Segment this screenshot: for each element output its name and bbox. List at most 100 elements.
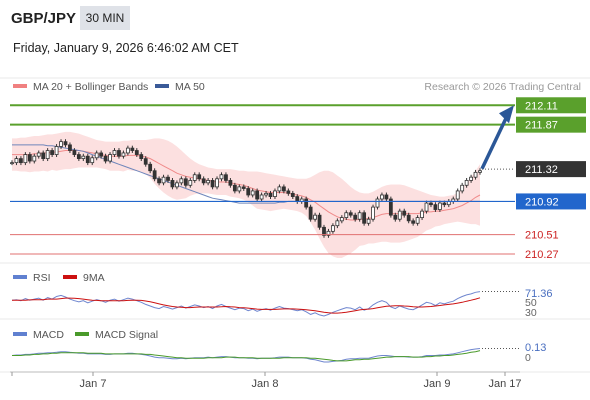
candle-body-55: [255, 190, 260, 200]
candle-body-45: [210, 180, 215, 188]
candle-body-83: [380, 194, 384, 200]
candle-body-42: [197, 174, 202, 180]
candle-body-67: [308, 206, 313, 220]
candle-body-70: [322, 226, 326, 236]
x-tick-label-1: Jan 8: [252, 378, 279, 390]
resistance-tag-label-0: 212.11: [525, 100, 558, 112]
candle-body-32: [152, 170, 157, 180]
macd-tick-0: 0: [525, 352, 531, 364]
candle-body-64: [295, 196, 300, 202]
candle-body-47: [219, 174, 224, 180]
symbol-label: GBP/JPY: [11, 10, 77, 27]
candle-body-76: [348, 212, 353, 216]
candle-body-66: [304, 198, 309, 208]
candle-body-97: [442, 202, 447, 206]
candle-body-50: [232, 184, 237, 192]
candle-body-75: [344, 212, 349, 218]
candle-body-43: [201, 178, 206, 184]
macd-line: [11, 348, 481, 363]
candle-body-53: [246, 188, 251, 196]
candle-body-60: [277, 186, 282, 192]
candle-body-84: [384, 194, 389, 200]
candle-body-71: [326, 230, 331, 236]
candle-body-11: [59, 141, 63, 147]
pivot-tag-label: 210.92: [525, 196, 559, 208]
candle-body-14: [72, 150, 77, 155]
projection-arrow-head: [499, 105, 514, 124]
legend-swatch-ma50: [155, 84, 169, 88]
candle-body-77: [353, 214, 358, 220]
candle-body-92: [420, 210, 424, 218]
candle-body-39: [183, 178, 188, 186]
candle-body-15: [76, 154, 81, 160]
candle-body-79: [362, 212, 367, 224]
candle-body-49: [228, 180, 233, 186]
support-label-5: 210.27: [525, 249, 559, 261]
candle-body-3: [23, 154, 28, 164]
candle-body-26: [125, 147, 130, 154]
candle-body-100: [455, 190, 460, 200]
rsi-line: [11, 291, 481, 317]
candle-body-88: [402, 210, 407, 216]
legend-label-bollinger: MA 20 + Bollinger Bands: [33, 81, 148, 93]
candle-body-37: [175, 182, 179, 188]
candle-body-10: [54, 146, 59, 155]
candle-body-52: [241, 186, 246, 189]
macd-last-value: 0.13: [525, 342, 546, 354]
candle-body-57: [264, 192, 268, 196]
resistance-tag-1: [516, 116, 586, 133]
candle-body-38: [179, 178, 184, 184]
candle-body-102: [464, 180, 469, 186]
candle-body-56: [259, 194, 264, 200]
x-tick-label-3: Jan 17: [488, 378, 521, 390]
legend-label-macd-signal: MACD Signal: [95, 329, 158, 341]
candle-body-85: [388, 198, 393, 216]
candle-body-82: [375, 198, 380, 208]
last-price-tag: [516, 161, 586, 178]
x-tick-label-2: Jan 9: [424, 378, 451, 390]
candle-body-72: [331, 225, 335, 232]
candle-body-44: [206, 180, 211, 184]
candle-body-69: [317, 214, 322, 228]
timeframe-button[interactable]: 30 MIN: [80, 6, 130, 30]
candle-body-54: [250, 190, 255, 196]
legend-label-macd: MACD: [33, 329, 64, 341]
rsi-9ma-line: [12, 297, 481, 314]
candle-body-58: [268, 192, 273, 197]
legend-swatch-rsi: [13, 275, 27, 279]
candle-body-40: [188, 180, 193, 186]
candle-body-6: [36, 152, 41, 157]
legend-label-ma50: MA 50: [175, 81, 205, 93]
resistance-tag-0: [516, 97, 586, 114]
candle-body-2: [19, 158, 23, 164]
candle-body-61: [281, 186, 286, 192]
candle-body-90: [411, 220, 416, 224]
candle-body-93: [424, 202, 429, 212]
candle-body-105: [478, 170, 482, 173]
rsi-last-value: 71.36: [525, 288, 553, 300]
candle-body-51: [237, 186, 242, 192]
candle-body-86: [393, 214, 398, 220]
candle-body-87: [397, 210, 402, 220]
rsi-tick-50: 50: [525, 297, 537, 309]
candle-body-21: [103, 155, 108, 162]
candle-body-25: [121, 152, 126, 157]
candle-body-91: [415, 217, 420, 224]
candle-body-36: [170, 180, 175, 188]
candle-body-24: [117, 150, 121, 157]
candle-body-96: [437, 202, 442, 210]
attribution-label: Research © 2026 Trading Central: [424, 81, 581, 93]
candle-body-20: [99, 152, 104, 157]
candle-body-103: [469, 176, 473, 181]
candle-body-12: [63, 141, 68, 146]
candle-body-59: [273, 190, 277, 197]
candle-body-31: [148, 163, 153, 172]
candle-body-104: [473, 171, 478, 178]
datetime-label: Friday, January 9, 2026 6:46:02 AM CET: [13, 41, 239, 55]
support-label-4: 210.51: [525, 230, 559, 242]
candle-body-48: [224, 174, 228, 181]
candle-body-4: [27, 154, 32, 162]
candle-body-19: [94, 152, 99, 159]
candle-body-78: [357, 212, 362, 220]
